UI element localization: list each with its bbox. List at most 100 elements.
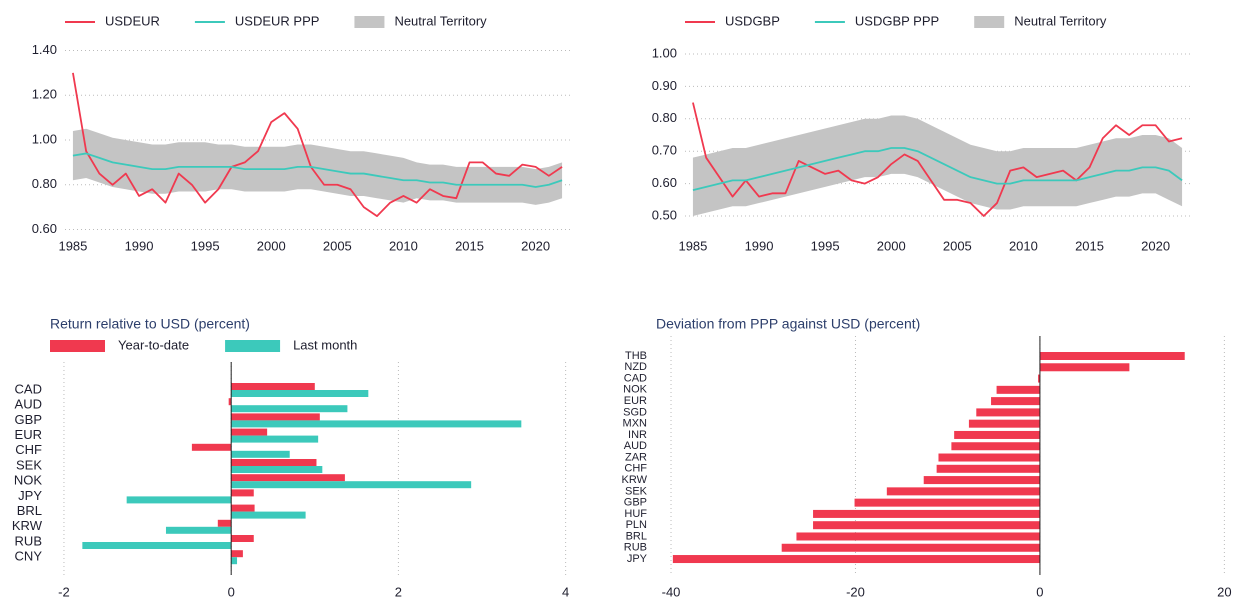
bar: [126, 496, 232, 504]
x-tick-label: 2000: [257, 238, 286, 253]
x-tick-label: 2005: [943, 238, 972, 253]
legend-label: USDGBP PPP: [855, 13, 939, 28]
y-tick-label: 0.60: [652, 175, 677, 190]
category-label: CHF: [15, 442, 42, 457]
series-line: [72, 72, 563, 217]
chart-title: Deviation from PPP against USD (percent): [656, 316, 920, 332]
bar: [228, 398, 232, 406]
category-label: SGD: [623, 406, 647, 418]
bar: [1039, 363, 1130, 372]
bar: [672, 555, 1040, 564]
category-label: JPY: [627, 553, 648, 565]
legend-label: USDEUR PPP: [235, 13, 320, 28]
category-label: EUR: [624, 395, 647, 407]
legend-label: Neutral Territory: [1014, 13, 1107, 28]
legend-swatch: [50, 340, 105, 352]
category-label: NOK: [623, 384, 648, 396]
category-label: NZD: [624, 361, 647, 373]
category-label: KRW: [12, 518, 43, 533]
category-label: SEK: [625, 485, 648, 497]
bar: [231, 511, 306, 519]
x-tick-label: 2020: [1141, 238, 1170, 253]
bar: [231, 535, 254, 542]
category-label: NOK: [14, 473, 43, 488]
x-tick-label: 0: [228, 584, 235, 599]
category-label: JPY: [18, 488, 42, 503]
x-tick-label: 4: [562, 584, 569, 599]
bar: [954, 430, 1040, 439]
legend-label: Neutral Territory: [394, 13, 487, 28]
category-label: SEK: [16, 457, 42, 472]
bar: [231, 420, 522, 428]
series-line: [72, 152, 563, 188]
x-tick-label: 1990: [745, 238, 774, 253]
legend-label: Last month: [293, 337, 357, 352]
x-tick-label: 2015: [1075, 238, 1104, 253]
legend-swatch: [225, 340, 281, 352]
chart-title: Return relative to USD (percent): [50, 316, 250, 332]
bar: [231, 504, 255, 512]
neutral-band: [72, 128, 563, 205]
category-label: BRL: [626, 530, 647, 542]
series-line: [692, 147, 1183, 191]
category-label: RUB: [15, 533, 42, 548]
bar: [231, 557, 238, 565]
bar: [976, 408, 1040, 417]
x-tick-label: 20: [1217, 584, 1231, 599]
x-tick-label: 2015: [455, 238, 484, 253]
bar: [231, 450, 290, 458]
bar: [231, 428, 268, 436]
bar: [886, 487, 1040, 496]
bar: [781, 543, 1040, 552]
bar: [217, 519, 232, 527]
legend-swatch: [974, 16, 1005, 28]
x-tick-label: 2000: [877, 238, 906, 253]
y-tick-label: 1.40: [32, 42, 57, 57]
y-tick-label: 0.80: [32, 176, 57, 191]
category-label: ZAR: [625, 451, 647, 463]
bar: [191, 443, 232, 451]
category-label: AUD: [15, 397, 42, 412]
y-tick-label: 1.20: [32, 87, 57, 102]
x-tick-label: 0: [1036, 584, 1043, 599]
bar: [231, 550, 243, 558]
bar: [996, 385, 1040, 394]
bar: [231, 459, 317, 466]
category-label: AUD: [624, 440, 647, 452]
bar: [231, 466, 323, 473]
category-label: GBP: [624, 497, 647, 509]
x-tick-label: -20: [846, 584, 865, 599]
y-tick-label: 1.00: [32, 131, 57, 146]
bar: [231, 489, 254, 497]
legend-label: USDEUR: [105, 13, 160, 28]
x-tick-label: -40: [662, 584, 681, 599]
y-tick-label: 0.50: [652, 207, 677, 222]
bar: [231, 474, 345, 482]
x-tick-label: 2005: [323, 238, 352, 253]
category-label: MXN: [623, 418, 648, 430]
legend-label: Year-to-date: [118, 337, 189, 352]
category-label: HUF: [624, 508, 647, 520]
bar: [82, 542, 232, 549]
y-tick-label: 0.80: [652, 110, 677, 125]
legend-swatch: [354, 16, 385, 28]
bar: [231, 413, 320, 421]
bar: [951, 442, 1040, 451]
bar: [813, 521, 1040, 530]
y-tick-label: 1.00: [652, 45, 677, 60]
bar: [923, 476, 1040, 485]
x-tick-label: 1990: [125, 238, 154, 253]
y-tick-label: 0.70: [652, 143, 677, 158]
category-label: RUB: [624, 542, 647, 554]
bar: [231, 481, 472, 489]
x-tick-label: 2: [395, 584, 402, 599]
x-tick-label: 1995: [191, 238, 220, 253]
category-label: INR: [628, 429, 647, 441]
bar: [231, 435, 319, 443]
bar: [1038, 374, 1040, 383]
bar: [231, 383, 315, 390]
bar: [968, 419, 1040, 428]
category-label: CAD: [15, 381, 42, 396]
y-tick-label: 0.60: [32, 221, 57, 236]
